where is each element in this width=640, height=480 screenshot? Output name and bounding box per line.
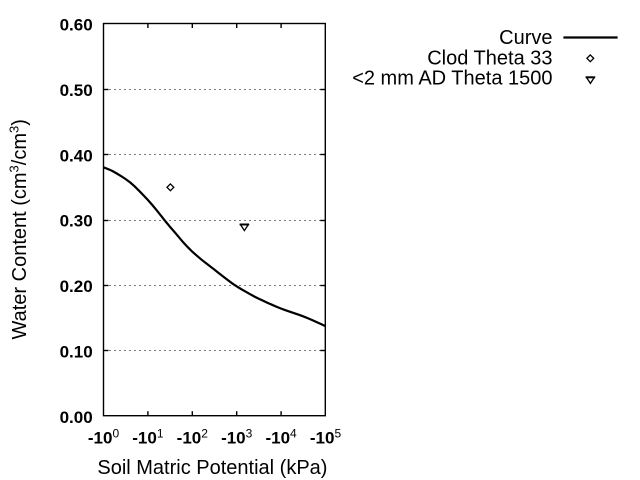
svg-text:-105: -105 bbox=[310, 427, 342, 448]
svg-text:0.00: 0.00 bbox=[60, 408, 93, 427]
svg-text:-102: -102 bbox=[177, 427, 209, 448]
svg-text:<2 mm AD Theta 1500: <2 mm AD Theta 1500 bbox=[352, 68, 552, 90]
svg-text:Curve: Curve bbox=[499, 27, 552, 49]
svg-text:0.10: 0.10 bbox=[60, 342, 93, 361]
svg-text:-104: -104 bbox=[265, 427, 297, 448]
svg-text:0.40: 0.40 bbox=[60, 146, 93, 165]
svg-text:Clod Theta 33: Clod Theta 33 bbox=[427, 47, 552, 69]
svg-text:-103: -103 bbox=[221, 427, 253, 448]
svg-text:0.60: 0.60 bbox=[60, 16, 93, 35]
svg-text:0.30: 0.30 bbox=[60, 212, 93, 231]
svg-text:0.20: 0.20 bbox=[60, 277, 93, 296]
svg-text:0.50: 0.50 bbox=[60, 81, 93, 100]
svg-text:-101: -101 bbox=[132, 427, 164, 448]
svg-text:Soil Matric Potential (kPa): Soil Matric Potential (kPa) bbox=[97, 457, 327, 479]
svg-text:-100: -100 bbox=[88, 427, 120, 448]
svg-text:Water Content (cm3/cm3): Water Content (cm3/cm3) bbox=[6, 119, 31, 339]
